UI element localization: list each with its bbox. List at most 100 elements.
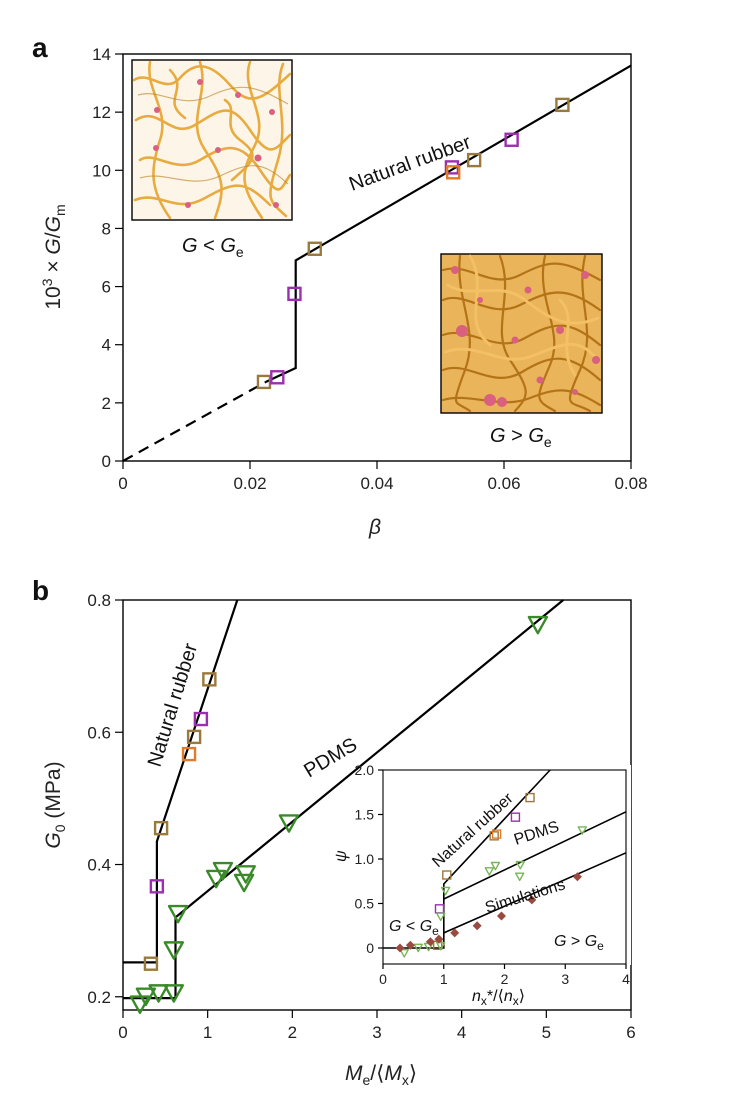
x-tick-label: 3 [561,971,569,987]
square-marker [489,831,499,841]
triangle-marker [515,860,525,870]
square-marker [491,829,502,839]
panel-b-label: b [32,575,49,606]
triangle-marker [436,912,446,922]
panel-b-pdms-label: PDMS [300,734,361,783]
x-tick-label: 0 [379,971,387,987]
x-tick-label: 0.04 [360,474,393,493]
square-marker [202,672,217,687]
x-tick-label: 0.08 [614,474,647,493]
x-tick-label: 0 [118,1023,127,1042]
diamond-marker [496,911,506,921]
panel-b-ticks: 0 1 2 3 4 5 6 0.2 0.4 0.6 0.8 [87,591,635,1042]
triangle-marker [167,904,189,924]
triangle-marker [233,873,255,893]
triangle-marker [163,984,185,1003]
panel-b-xlabel: Me/⟨Mx⟩ [345,1062,417,1088]
triangle-marker [212,861,234,881]
y-tick-label: 10 [92,161,111,180]
inset-fit-line [443,852,627,934]
panel-a-xlabel: β [368,516,381,539]
square-marker [442,870,452,880]
diamond-marker [450,928,460,938]
inset-ylabel: ψ [333,850,350,862]
x-tick-label: 2 [288,1023,297,1042]
triangle-marker [148,984,169,1003]
triangle-marker [440,886,451,896]
diamond-marker [572,872,582,882]
square-marker [510,812,521,822]
square-marker [434,904,445,914]
y-tick-label: 2 [102,394,111,413]
y-tick-label: 12 [92,103,111,122]
y-tick-label: 0.8 [87,591,111,610]
triangle-marker [577,826,587,835]
square-marker [153,820,169,836]
y-tick-label: 0.2 [87,988,111,1007]
inset-label-left: G < Ge [389,918,439,938]
x-tick-label: 0 [118,474,127,493]
square-marker [555,97,570,113]
dashed-fit-line [122,380,267,462]
triangle-marker [490,861,501,871]
y-tick-label: 6 [102,278,111,297]
x-tick-label: 6 [626,1023,635,1042]
inset-image-high-crosslink [440,253,603,414]
triangle-marker [484,867,495,876]
panel-a-fit-lines [122,64,632,462]
y-tick-label: 0.4 [87,856,111,875]
panel-a-ylabel: 103 × G/Gm [39,204,68,309]
inset-plot-frame [382,769,627,965]
y-tick-label: 0 [366,940,374,956]
square-marker [181,746,197,762]
square-marker [504,132,519,147]
y-tick-label: 2.0 [355,762,375,778]
panel-b-points [129,615,549,1015]
fit-line [265,64,632,383]
y-tick-label: 1.0 [355,851,375,867]
inset-ticks: 0 1 2 3 4 0 0.5 1.0 1.5 2.0 [355,762,631,987]
triangle-marker [399,949,409,958]
panel-a-ticks: 0 0.02 0.04 0.06 0.08 0 2 4 6 8 10 12 14 [92,45,647,493]
square-marker [186,729,202,745]
y-tick-label: 14 [92,45,111,64]
diamond-marker [434,934,444,944]
diamond-marker [425,937,435,947]
triangle-marker [278,814,300,833]
x-tick-label: 0.06 [487,474,520,493]
diamond-marker [405,940,415,950]
y-tick-label: 8 [102,219,111,238]
panel-a: a 0 0.02 0.04 0.06 0.08 0 2 4 6 8 10 12 14 [32,32,648,539]
square-marker [307,241,322,256]
square-marker [287,286,302,302]
panel-b: b 0 1 2 3 4 5 60.20.40.60.8 Natural rubber PDM… [32,575,636,1088]
square-marker [525,792,535,803]
y-tick-label: 1.5 [355,806,375,822]
inset-xlabel: nx*/⟨nx⟩ [472,988,525,1008]
y-tick-label: 0.6 [87,723,111,742]
square-marker [446,165,461,180]
triangle-marker [413,943,423,953]
square-marker [270,370,285,385]
triangle-marker [135,987,157,1007]
diamond-marker [527,895,537,905]
square-marker [256,374,272,390]
panel-b-ylabel: G0 (MPa) [42,761,68,848]
inset-caption-high: G > Ge [490,425,552,450]
panel-a-label: a [32,32,48,63]
triangle-marker [163,941,185,960]
panel-a-points [256,97,570,390]
square-marker [143,956,159,971]
inset-image-low-crosslink [131,59,293,221]
square-marker [193,711,209,727]
x-tick-label: 4 [457,1023,466,1042]
fit-line [123,599,239,964]
diamond-marker [472,921,482,931]
diamond-marker [395,943,405,953]
triangle-marker [527,615,549,635]
inset-label-right: G > Ge [554,933,604,953]
square-marker [466,152,482,168]
triangle-marker [514,872,525,882]
y-tick-label: 0 [102,452,111,471]
